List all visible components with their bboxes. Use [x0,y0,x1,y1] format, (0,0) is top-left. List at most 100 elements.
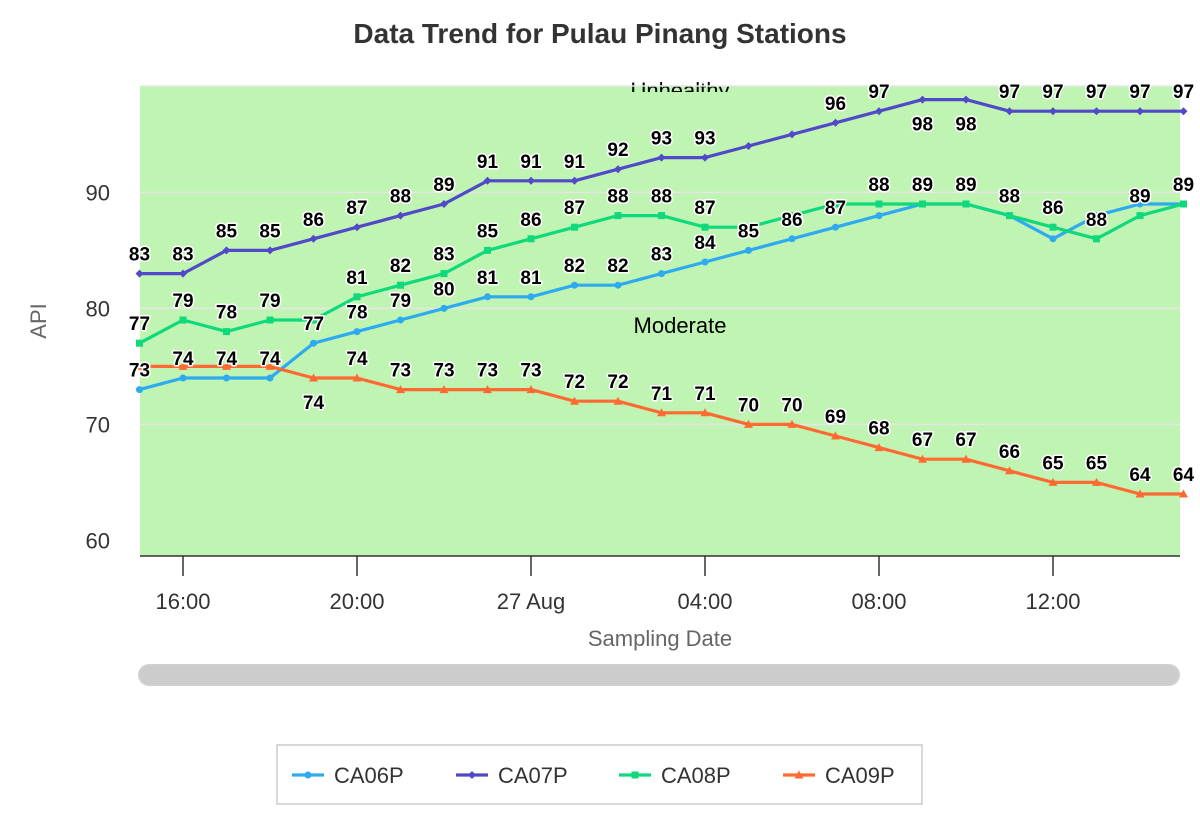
x-axis-title: Sampling Date [588,626,732,651]
point-ca07p [1092,107,1101,116]
point-ca09p [657,408,666,417]
data-label-ca07p: 83 [172,245,193,266]
data-label-ca07p: 97 [1129,82,1150,103]
legend-marker-ca08p [631,771,639,779]
x-axis: 16:00 20:00 27 Aug 04:00 08:00 12:00 [140,555,1180,614]
point-ca08p [266,316,274,324]
point-ca07p [353,223,361,232]
point-ca06p [484,293,491,301]
point-ca08p [832,200,839,208]
point-ca06p [266,374,274,382]
data-label-ca08p: 88 [651,187,672,208]
data-label-ca08p: 85 [477,221,499,242]
point-ca07p [831,118,840,127]
point-ca09p [1092,477,1101,486]
point-ca08p [440,270,448,278]
data-label-ca06p: 73 [129,361,150,382]
data-label-ca09p: 67 [955,430,976,451]
point-ca09p [918,454,927,463]
data-label-ca09p: 65 [1086,453,1108,474]
data-label-ca07p: 88 [390,187,411,208]
data-label-ca07p: 87 [346,198,367,219]
point-ca08p [745,223,752,231]
data-label-ca09p: 71 [651,384,673,405]
data-label-ca08p: 89 [955,175,976,196]
point-ca08p [1093,235,1100,243]
data-label-ca09p: 70 [781,395,802,416]
data-label-ca08p: 86 [520,210,541,231]
data-label-ca09p: 64 [1129,465,1151,486]
point-ca07p [396,211,405,220]
point-ca07p [483,176,492,185]
point-ca07p [222,246,231,255]
y-tick-label-80: 80 [86,296,110,321]
point-ca09p [744,419,753,428]
point-ca08p [353,293,361,301]
data-label-ca08p: 86 [1042,198,1063,219]
data-label-ca06p: 87 [825,198,846,219]
point-ca09p [396,385,405,394]
point-ca09p [831,431,840,440]
data-label-ca08p: 79 [172,291,193,312]
data-label-ca09p: 74 [346,349,368,370]
data-label-ca06p: 81 [520,268,542,289]
point-ca07p [135,269,144,278]
legend-item-ca08p[interactable]: CA08P [619,763,731,788]
point-ca09p [1005,466,1014,475]
scrollbar-thumb[interactable] [140,666,1178,684]
band-unhealthy [140,86,1180,92]
data-label-ca09p: 73 [520,361,541,382]
legend-label-ca09p: CA09P [825,763,895,788]
x-tick-label: 20:00 [329,589,384,614]
data-label-ca06p: 82 [564,256,585,277]
data-label-ca08p: 81 [346,268,368,289]
legend-marker-ca09p [794,770,804,779]
point-ca09p [526,385,536,394]
legend-item-ca06p[interactable]: CA06P [292,763,404,788]
data-label-ca09p: 65 [1042,453,1064,474]
legend-label-ca07p: CA07P [498,763,568,788]
grid-lines [140,85,1180,426]
data-label-ca09p: 73 [390,361,411,382]
point-ca07p [570,176,579,185]
point-ca06p [179,374,187,382]
series-ca08p [136,200,1187,347]
point-ca07p [614,165,622,174]
data-label-ca06p: 78 [346,303,367,324]
point-ca08p [1180,200,1187,208]
data-label-ca07p: 93 [694,129,715,150]
data-label-ca09p: 72 [607,372,628,393]
data-label-ca08p: 87 [694,198,715,219]
point-ca09p [352,373,362,382]
data-label-ca06p: 74 [216,349,238,370]
legend-item-ca09p[interactable]: CA09P [783,763,895,788]
point-ca07p [962,95,970,104]
point-ca09p [570,396,579,405]
point-ca09p [265,361,275,370]
data-label-ca09p: 69 [825,407,846,428]
point-ca08p [875,200,883,208]
point-ca08p [614,212,622,220]
point-ca09p [1179,489,1188,498]
point-ca06p [832,223,839,231]
data-label-ca08p: 88 [868,175,889,196]
point-ca09p [1048,477,1058,486]
data-labels: 83 83 85 85 86 87 88 89 91 91 91 92 93 93 96 97 98 98 97 97… [127,81,1196,488]
data-label-ca06p: 86 [781,210,802,231]
point-ca07p [179,269,187,278]
point-ca06p [745,246,752,254]
legend-item-ca07p[interactable]: CA07P [456,763,568,788]
data-label-ca07p: 91 [477,152,499,173]
point-ca07p [875,107,883,116]
data-label-ca07p: 97 [1173,82,1194,103]
data-label-ca06p: 84 [694,233,716,254]
data-label-ca07p: 97 [1042,82,1063,103]
x-tick-label: 12:00 [1025,589,1080,614]
point-ca08p [527,235,535,243]
data-label-ca06p: 74 [172,349,194,370]
point-ca08p [962,200,970,208]
series-layer [135,95,1188,498]
point-ca06p [1049,235,1057,243]
point-ca06p [701,258,709,266]
data-label-ca06p: 83 [651,245,672,266]
